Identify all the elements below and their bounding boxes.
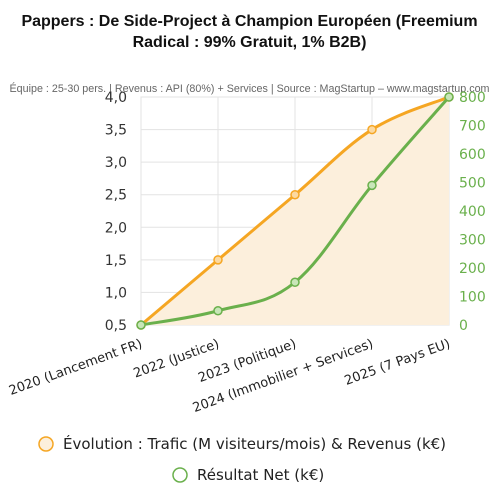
y-right-tick-label: 100 <box>459 290 486 306</box>
series-1-area <box>141 97 449 325</box>
y-left-tick-label: 0,5 <box>105 318 127 334</box>
chart-subtitle: Équipe : 25-30 pers. | Revenus : API (80… <box>10 82 490 95</box>
y-left-tick-label: 3,5 <box>105 123 127 139</box>
y-left-tick-label: 2,0 <box>105 220 127 236</box>
legend: Évolution : Trafic (M visiteurs/mois) & … <box>38 434 446 484</box>
legend-item-series-1[interactable]: Évolution : Trafic (M visiteurs/mois) & … <box>38 434 446 453</box>
y-right-tick-label: 400 <box>459 204 486 220</box>
legend-marker-series-2 <box>172 467 188 483</box>
x-axis: 2020 (Lancement FR)2022 (Justice)2023 (P… <box>7 337 452 416</box>
y-axis-right: 0 100 200 300 400 500 600 700 800 <box>459 90 486 334</box>
y-right-tick-label: 0 <box>459 318 468 334</box>
x-tick-label: 2020 (Lancement FR) <box>7 337 144 399</box>
legend-label-series-1: Évolution : Trafic (M visiteurs/mois) & … <box>63 434 446 453</box>
y-left-tick-label: 2,5 <box>105 188 127 204</box>
legend-label-series-2: Résultat Net (k€) <box>197 466 324 484</box>
chart-title-line2: Radical : 99% Gratuit, 1% B2B) <box>133 34 367 51</box>
series-1-point[interactable] <box>213 255 223 265</box>
y-left-tick-label: 1,5 <box>105 253 127 269</box>
y-right-tick-label: 200 <box>459 261 486 277</box>
y-left-tick-label: 3,0 <box>105 155 127 171</box>
y-left-tick-label: 4,0 <box>105 90 127 106</box>
y-left-tick-label: 1,0 <box>105 285 127 301</box>
series-1-point[interactable] <box>367 124 377 135</box>
chart-title-line1: Pappers : De Side-Project à Champion Eur… <box>21 13 477 30</box>
y-right-tick-label: 300 <box>459 233 486 249</box>
y-right-tick-label: 700 <box>459 119 486 135</box>
series-2-point[interactable] <box>444 92 454 102</box>
series-2-point[interactable] <box>367 180 377 191</box>
legend-marker-series-1 <box>38 436 54 452</box>
series-2-point[interactable] <box>213 306 223 316</box>
y-right-tick-label: 500 <box>459 176 486 192</box>
series-2-point[interactable] <box>290 277 300 287</box>
series-1-point[interactable] <box>290 189 300 200</box>
legend-item-series-2[interactable]: Résultat Net (k€) <box>172 466 324 484</box>
data-points <box>136 92 454 330</box>
y-axis-left: 0,5 1,0 1,5 2,0 2,5 3,0 3,5 4,0 <box>105 90 127 334</box>
plot-area <box>136 92 454 330</box>
series-2-line <box>140 96 451 327</box>
y-right-tick-label: 600 <box>459 147 486 163</box>
series-2-point[interactable] <box>136 320 146 330</box>
y-right-tick-label: 800 <box>459 90 486 106</box>
